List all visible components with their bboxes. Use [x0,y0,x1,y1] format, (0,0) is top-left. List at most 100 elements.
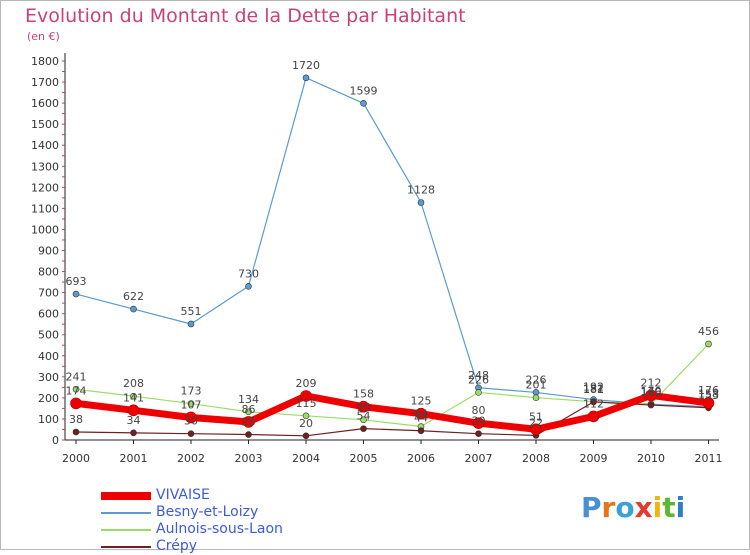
data-label: 182 [583,383,604,396]
data-point [245,408,252,416]
data-point [415,407,427,420]
data-point [72,385,80,393]
data-label: 112 [583,397,604,410]
logo-letter: r [601,491,616,524]
proxiti-logo: Proxiti [581,491,685,524]
x-tick-label: 2011 [695,452,723,465]
data-label: 241 [66,370,87,383]
data-point [475,389,482,396]
data-point [360,425,367,432]
data-point [705,340,712,348]
data-label: 456 [698,325,719,338]
data-point [532,394,540,401]
data-label: 622 [123,290,144,303]
data-label: 134 [238,393,259,406]
data-label: 192 [583,381,604,394]
y-tick-label: 900 [38,245,59,258]
data-label: 125 [411,395,432,408]
data-point [130,429,137,437]
data-label: 693 [66,275,87,288]
logo-letter: P [581,491,602,524]
data-point [187,400,195,407]
y-tick-label: 100 [38,413,59,426]
x-tick-label: 2009 [580,452,608,465]
chart-subtitle: (en €) [27,30,60,43]
x-tick-label: 2000 [62,452,90,465]
data-point [360,416,367,424]
x-tick-label: 2005 [350,452,378,465]
data-point [645,389,657,402]
logo-letter: x [634,491,653,524]
data-point [587,410,600,423]
data-label: 30 [184,415,198,428]
data-point [702,397,715,409]
data-label: 551 [181,305,202,318]
data-label: 20 [299,417,313,430]
data-label: 30 [472,415,486,428]
logo-letter: i [675,491,686,524]
y-tick-label: 700 [38,287,59,300]
data-point [472,417,485,429]
data-point [127,404,140,417]
data-label: 153 [698,389,719,402]
data-point [187,320,195,328]
series-line-1 [75,77,710,408]
y-tick-label: 1600 [31,97,59,110]
data-label: 1720 [292,59,320,72]
y-tick-label: 200 [38,392,59,405]
x-tick-label: 2003 [235,452,263,465]
data-label: 38 [69,413,83,426]
data-point [360,100,367,107]
data-label: 1128 [407,183,435,196]
data-point [302,74,310,82]
y-tick-label: 600 [38,308,59,321]
data-label: 181 [583,383,604,396]
y-tick-label: 1400 [31,139,59,152]
data-label: 158 [698,388,719,401]
data-point [72,428,80,436]
data-label: 208 [123,377,144,390]
data-label: 26 [242,416,256,429]
x-tick-label: 2002 [177,452,205,465]
logo-letter: t [662,491,676,524]
data-point [242,416,255,428]
legend-swatch [101,546,151,548]
data-label: 86 [242,403,256,416]
data-label: 248 [468,369,489,382]
series-line-3 [75,401,710,437]
data-point [245,282,252,290]
y-tick-label: 800 [38,266,59,279]
chart-title: Evolution du Montant de la Dette par Hab… [25,5,466,27]
data-point [187,430,195,437]
logo-letter: i [652,491,663,524]
y-tick-label: 1200 [31,181,59,194]
data-label: 226 [526,373,547,386]
data-label: 170 [641,385,662,398]
data-point [130,305,137,313]
data-point [245,431,252,438]
legend-swatch [101,529,151,531]
y-tick-label: 1100 [31,202,59,215]
y-tick-label: 500 [38,329,59,342]
data-point [185,411,197,424]
logo-letter: o [615,491,635,524]
x-tick-label: 2006 [407,452,435,465]
legend-swatch [101,492,151,500]
data-label: 173 [181,385,202,398]
data-point [300,390,312,402]
legend-label: Crépy [156,538,198,554]
data-label: 96 [357,401,371,414]
y-tick-label: 1500 [31,118,59,131]
data-label: 176 [698,384,719,397]
data-point [647,401,655,409]
y-tick-label: 1800 [31,55,59,68]
data-label: 158 [353,388,374,401]
legend-label: Besny-et-Loizy [156,504,259,520]
data-label: 226 [468,373,489,386]
data-label: 209 [296,377,317,390]
data-label: 166 [641,386,662,399]
data-point [475,430,482,437]
x-tick-label: 2008 [522,452,550,465]
legend-swatch [101,512,151,514]
